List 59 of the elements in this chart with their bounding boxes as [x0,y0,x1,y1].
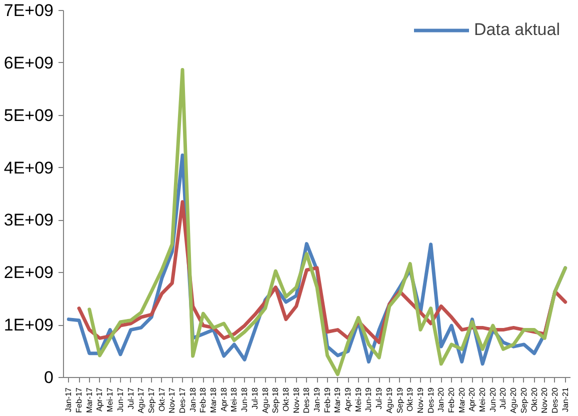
y-tick-label: 1E+09 [4,316,54,335]
x-tick-label: Jun-20 [488,386,498,412]
x-tick-label: Jun-19 [364,386,374,412]
x-tick-label: Mei-20 [478,386,488,412]
x-tick-label: Agu-17 [136,386,146,414]
x-tick-label: Apr-20 [468,386,477,412]
x-tick-label: Feb-20 [447,386,456,413]
x-tick-label: Mar-20 [457,386,466,413]
x-tick-label: Agu-19 [384,386,394,414]
x-tick-label: Okt-17 [157,386,166,412]
x-tick-label: Agu-20 [509,386,518,414]
x-tick-label: Jul-19 [374,386,384,410]
x-tick-label: Jan-21 [560,386,570,412]
y-tick-label: 0 [44,368,54,387]
legend-label: Data aktual [474,20,560,40]
x-tick-label: Apr-19 [344,386,353,412]
x-tick-label: Des-17 [178,386,187,414]
x-tick-label: Jan-17 [64,386,74,412]
x-tick-label: Nov-18 [292,386,301,414]
x-tick-label: Mei-19 [354,386,363,412]
x-tick-label: Jul-20 [498,386,508,410]
x-tick-label: Sep-19 [395,386,404,414]
x-tick-label: Mar-17 [84,386,94,413]
x-tick-label: Jul-18 [250,386,260,410]
x-tick-label: Nov-19 [416,386,425,414]
x-tick-label: Okt-20 [530,386,539,412]
y-tick-label: 4E+09 [4,158,54,178]
x-tick-label: Jan-19 [312,386,322,412]
x-tick-label: Sep-18 [271,386,280,414]
x-tick-label: Mar-19 [333,386,342,413]
x-tick-label: Jun-18 [240,386,250,412]
y-tick-label: 7E+09 [4,1,54,20]
x-tick-label: Mei-18 [230,386,239,412]
x-tick-label: Mei-17 [106,386,115,412]
x-tick-label: Feb-19 [322,386,332,413]
x-tick-label: Apr-17 [95,386,104,412]
line-series [88,68,568,376]
x-tick-label: Okt-19 [406,386,415,412]
x-tick-label: Okt-18 [281,386,290,412]
x-tick-label: Mar-18 [209,386,218,413]
x-tick-label: Nov-20 [540,386,550,414]
x-tick-label: Des-18 [302,386,312,414]
x-tick-label: Des-19 [426,386,436,414]
x-tick-label: Sep-20 [519,386,528,414]
x-tick-label: Jul-17 [126,386,136,410]
x-tick-label: Apr-18 [219,386,228,412]
x-tick-label: Jan-20 [436,386,446,412]
x-tick-label: Nov-17 [168,386,177,414]
y-tick-label: 6E+09 [4,53,54,72]
x-tick-label: Des-20 [550,386,560,414]
y-tick-label: 5E+09 [4,106,54,125]
x-tick-label: Feb-18 [198,386,208,413]
x-tick-label: Agu-18 [260,386,270,414]
y-tick-label: 2E+09 [4,263,54,282]
x-tick-label: Jan-18 [188,386,198,412]
y-tick-label: 3E+09 [4,210,54,230]
x-tick-label: Jun-17 [116,386,125,412]
x-tick-label: Sep-17 [146,386,156,414]
x-tick-label: Feb-17 [74,386,84,413]
